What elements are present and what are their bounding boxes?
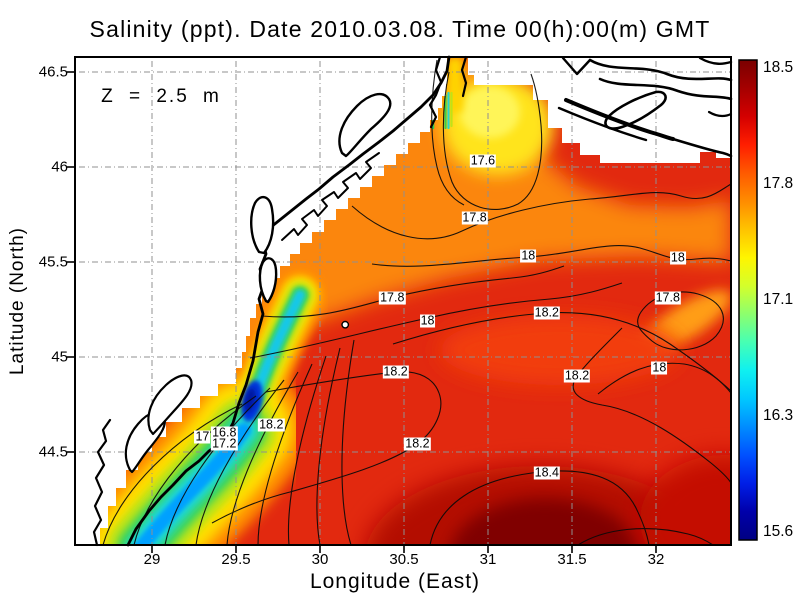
contour-label-2-18: 18 xyxy=(520,248,537,263)
liman-south xyxy=(258,257,278,304)
delta-lagoon-2 xyxy=(147,374,193,436)
west-coastline xyxy=(92,418,112,547)
tendra-spit xyxy=(564,98,675,141)
plume-contour-3 xyxy=(195,379,285,546)
plume-contour-5 xyxy=(257,363,313,546)
y-tick-label-46.5: 46.5 xyxy=(38,63,68,81)
dniester-liman xyxy=(250,195,275,255)
colorbar-label-17.1: 17.1 xyxy=(763,291,794,308)
plume-contour-7 xyxy=(316,347,341,546)
plume-contour-0 xyxy=(102,403,243,546)
contour-lines xyxy=(102,59,732,546)
tendra-spit-inner xyxy=(557,106,648,142)
plume-contour-2 xyxy=(164,387,271,546)
y-tick-label-45.5: 45.5 xyxy=(38,253,68,271)
contour-label-14-17.2: 17.2 xyxy=(211,436,238,451)
plot-title: Salinity (ppt). Date 2010.03.08. Time 00… xyxy=(89,16,711,42)
station-marker xyxy=(341,320,350,329)
colorbar-label-15.6: 15.6 xyxy=(763,523,794,540)
contour-label-8-18.2: 18.2 xyxy=(382,364,409,379)
x-tick-label-32: 32 xyxy=(647,551,665,568)
contour-label-0-17.6: 17.6 xyxy=(469,153,497,168)
contour-label-9-18: 18 xyxy=(651,360,668,375)
x-tick-label-30: 30 xyxy=(311,551,329,568)
colorbar-label-16.3: 16.3 xyxy=(763,407,794,424)
contour-label-1-17.8: 17.8 xyxy=(461,210,488,225)
x-tick-label-31.5: 31.5 xyxy=(557,551,587,568)
x-tick-label-29.5: 29.5 xyxy=(221,551,251,568)
y-axis-label: Latitude (North) xyxy=(7,226,28,376)
contour-label-3-18: 18 xyxy=(669,250,686,265)
northeast-inlet xyxy=(561,56,592,76)
contour-label-4-17.8: 17.8 xyxy=(654,290,681,305)
colorbar xyxy=(738,59,758,541)
contour-label-6-18: 18 xyxy=(419,313,436,328)
plume-contour-4 xyxy=(226,371,299,546)
contour-label-11-18.2: 18.2 xyxy=(258,417,285,432)
contour-label-16-18.4: 18.4 xyxy=(533,465,560,480)
hook-peninsula xyxy=(604,90,667,130)
contour-label-5-17.8: 17.8 xyxy=(379,290,406,305)
colorbar-label-18.5: 18.5 xyxy=(763,59,794,76)
northeast-shore-1 xyxy=(588,58,733,82)
contour-label-13-16.8: 16.8 xyxy=(211,425,238,440)
northeast-shore-3 xyxy=(698,56,733,65)
northeast-notch xyxy=(707,110,733,118)
plume-contour-8 xyxy=(341,339,355,546)
x-tick-label-29: 29 xyxy=(143,551,161,568)
tylihul-liman xyxy=(338,92,392,158)
y-tick-label-45: 45 xyxy=(51,348,68,366)
salinity-field xyxy=(100,57,731,545)
contour-label-10-18.2: 18.2 xyxy=(563,368,591,383)
depth-annotation: Z = 2.5 m xyxy=(101,86,221,107)
axis-tick-marks xyxy=(67,71,657,553)
y-tick-label-46: 46 xyxy=(51,158,68,176)
plume-contour-1 xyxy=(133,395,257,546)
y-tick-label-44.5: 44.5 xyxy=(38,443,68,461)
dnieper-estuary-stripes xyxy=(431,91,453,130)
x-tick-label-30.5: 30.5 xyxy=(389,551,419,568)
coastlines xyxy=(92,55,733,547)
x-tick-label-31: 31 xyxy=(479,551,497,568)
contour-label-7-18.2: 18.2 xyxy=(533,305,560,320)
colorbar-label-17.8: 17.8 xyxy=(763,175,794,192)
contour-label-12-17: 17 xyxy=(194,429,211,444)
east-coastline xyxy=(671,137,733,158)
inner-lagoon-shore xyxy=(281,152,380,241)
x-axis-label: Longitude (East) xyxy=(309,570,481,593)
contour-label-15-18.2: 18.2 xyxy=(404,436,431,451)
dnieper-wedge-west-shore xyxy=(428,55,443,129)
plume-contour-6 xyxy=(287,355,327,546)
plot-frame xyxy=(74,56,732,546)
northeast-shore-2 xyxy=(598,77,733,101)
dnieper-wedge-east-shore xyxy=(460,55,468,98)
